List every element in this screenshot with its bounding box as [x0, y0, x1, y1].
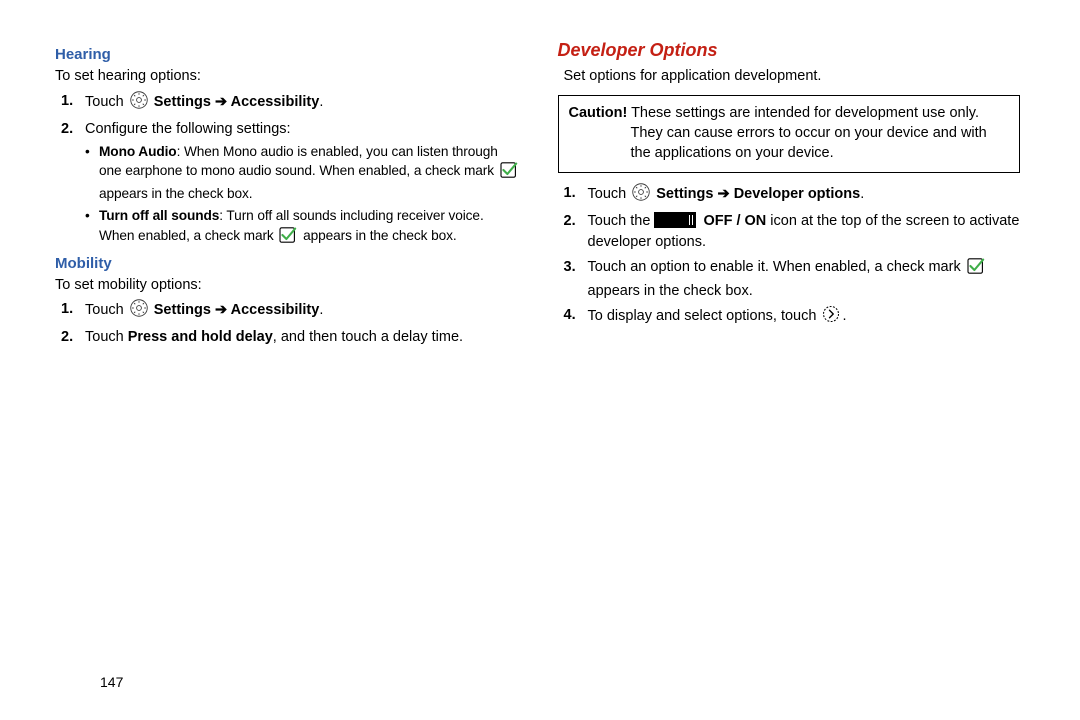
turn-off-sounds-bullet: Turn off all sounds: Turn off all sounds…: [85, 206, 523, 249]
caution-box: Caution! These settings are intended for…: [558, 95, 1021, 174]
label: Mono Audio: [99, 144, 177, 159]
gear-icon: [632, 183, 650, 208]
caution-label: Caution!: [569, 105, 628, 121]
text: .: [319, 302, 323, 318]
text: .: [860, 186, 864, 202]
arrow-icon: ➔: [211, 302, 231, 318]
text: Settings: [154, 302, 211, 318]
arrow-icon: ➔: [211, 94, 231, 110]
dev-step-3: Touch an option to enable it. When enabl…: [558, 257, 1021, 302]
checkmark-icon: [967, 258, 985, 281]
page-number: 147: [100, 674, 123, 690]
caution-text: Caution! These settings are intended for…: [569, 103, 1010, 164]
hearing-steps: Touch Settings ➔ Accessibility. Configur…: [55, 91, 523, 249]
hearing-bullets: Mono Audio: When Mono audio is enabled, …: [85, 142, 523, 249]
text: Press and hold delay: [128, 329, 273, 345]
hearing-intro: To set hearing options:: [55, 67, 523, 87]
chevron-circle-icon: [822, 305, 840, 330]
gear-icon: [130, 299, 148, 324]
text: Accessibility: [231, 94, 320, 110]
text: Touch: [85, 302, 128, 318]
text: Settings: [154, 94, 211, 110]
text: Touch: [588, 186, 631, 202]
mobility-step-1: Touch Settings ➔ Accessibility.: [55, 299, 523, 324]
text: .: [842, 308, 846, 324]
text: Developer options: [734, 186, 861, 202]
hearing-step-1: Touch Settings ➔ Accessibility.: [55, 91, 523, 116]
hearing-heading: Hearing: [55, 46, 523, 63]
text: appears in the check box.: [299, 228, 456, 243]
mono-audio-bullet: Mono Audio: When Mono audio is enabled, …: [85, 142, 523, 205]
text: Touch: [85, 329, 128, 345]
right-column: Developer Options Set options for applic…: [548, 40, 1041, 700]
text: OFF / ON: [699, 213, 766, 229]
text: Configure the following settings:: [85, 121, 291, 137]
text: Touch an option to enable it. When enabl…: [588, 259, 965, 275]
dev-step-1: Touch Settings ➔ Developer options.: [558, 183, 1021, 208]
text: .: [319, 94, 323, 110]
text: Touch the: [588, 213, 655, 229]
developer-steps: Touch Settings ➔ Developer options. Touc…: [558, 183, 1021, 329]
text: appears in the check box.: [588, 283, 753, 299]
text: These settings are intended for developm…: [627, 105, 986, 162]
mobility-intro: To set mobility options:: [55, 276, 523, 296]
off-on-toggle-icon: [654, 212, 696, 228]
arrow-icon: ➔: [713, 186, 733, 202]
text: To display and select options, touch: [588, 308, 821, 324]
mobility-steps: Touch Settings ➔ Accessibility. Touch Pr…: [55, 299, 523, 348]
developer-options-heading: Developer Options: [558, 40, 1021, 61]
hearing-step-2: Configure the following settings: Mono A…: [55, 119, 523, 249]
developer-intro: Set options for application development.: [564, 67, 1021, 87]
text: , and then touch a delay time.: [273, 329, 463, 345]
label: Turn off all sounds: [99, 208, 219, 223]
checkmark-icon: [279, 227, 297, 249]
text: Settings: [656, 186, 713, 202]
text: Accessibility: [231, 302, 320, 318]
gear-icon: [130, 91, 148, 116]
text: appears in the check box.: [99, 186, 252, 201]
mobility-step-2: Touch Press and hold delay, and then tou…: [55, 327, 523, 348]
dev-step-4: To display and select options, touch .: [558, 305, 1021, 330]
manual-page: Hearing To set hearing options: Touch Se…: [0, 0, 1080, 720]
text: Touch: [85, 94, 128, 110]
mobility-heading: Mobility: [55, 255, 523, 272]
checkmark-icon: [500, 162, 518, 184]
left-column: Hearing To set hearing options: Touch Se…: [55, 40, 548, 700]
dev-step-2: Touch the OFF / ON icon at the top of th…: [558, 211, 1021, 253]
